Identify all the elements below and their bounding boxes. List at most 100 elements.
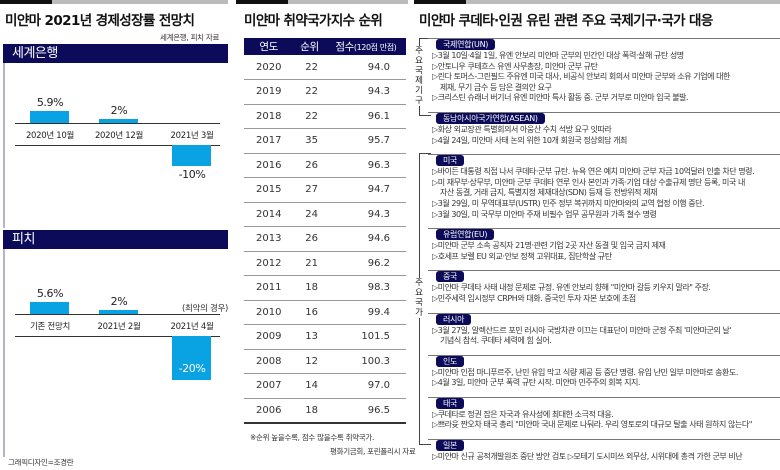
rank-cell: 27 <box>293 177 326 203</box>
response-group: 태국 ▷쿠데타로 정권 잡은 자국과 유사성에 최대한 소극적 대응. ▷쁘라윳 짠… <box>428 391 780 431</box>
value-label: 2% <box>110 103 128 117</box>
value-label: 5.6% <box>36 286 64 300</box>
score-cell: 95.7 <box>325 128 406 154</box>
response-item: ▷쁘라윳 짠오차 태국 총리 "미얀마 국내 문제로 나둬라. 우리 영토로의 … <box>432 420 752 430</box>
value-label: 2% <box>110 294 128 308</box>
category-label: 2021년 2월 <box>97 322 141 332</box>
response-item: ▷미얀마 쿠데타 사태 내정 문제로 규정. 유엔 안보리 향해 "미얀마 갈등… <box>432 283 711 293</box>
group-rule <box>428 111 780 113</box>
bar <box>99 118 138 123</box>
col-score: 점수(120점 만점) <box>325 38 406 55</box>
score-cell: 94.0 <box>325 55 406 80</box>
response-item: ▷민주세력 임시정부 CRPH와 대화. 중국인 투자 자본 보호에 초점 <box>432 293 636 303</box>
col-rank: 순위 <box>293 38 326 55</box>
table-row: 2018 22 96.1 <box>244 104 406 129</box>
group-badge: 러시아 <box>436 313 472 325</box>
response-group: 중국 ▷미얀마 쿠데타 사태 내정 문제로 규정. 유엔 안보리 향해 "미얀마 … <box>428 264 780 304</box>
response-group: 유럽연합(EU) ▷미얀마 군부 소속 공직자 21명·관련 기업 2곳 자산 동… <box>428 222 780 262</box>
response-item: 자산 동결, 거래 금지, 특별지정 제재대상(SDN) 등재 등 전방위적 제… <box>440 188 657 198</box>
rank-cell: 22 <box>293 79 326 105</box>
response-item: ▷바이든 대통령 직접 나서 쿠데타·군부 규탄. 뉴욕 연은 예치 미얀마 군… <box>432 167 755 177</box>
fitch-border <box>3 249 5 457</box>
fragility-table-title: 미얀마 취약국가지수 순위 <box>244 13 383 29</box>
bar <box>30 301 69 314</box>
response-group: 러시아 ▷3월 27일, 알렉산드르 포민 러시아 국방차관 이끄는 대표단이 미… <box>428 307 780 347</box>
category-label: 기존 전망치 <box>29 322 70 332</box>
response-item: ▷호세프 보렐 EU 외교·안보 정책 고위대표, 집단학살 규탄 <box>432 251 612 261</box>
table-row: 2009 13 101.5 <box>244 324 406 350</box>
axis-line <box>15 314 220 315</box>
response-group: 미국 ▷바이든 대통령 직접 나서 쿠데타·군부 규탄. 뉴욕 연은 예치 미얀마… <box>428 148 780 220</box>
fragility-table: 연도 순위 점수(120점 만점) 2020 22 94.0 2019 22 94.3 20… <box>244 38 406 424</box>
group-badge: 태국 <box>436 397 465 409</box>
graphic-credit: 그래픽디자인=조경란 <box>8 458 74 467</box>
table-row: 2016 26 96.3 <box>244 153 406 178</box>
table-row: 2020 22 94.0 <box>244 55 406 80</box>
year-cell: 2011 <box>244 275 294 301</box>
table-source: 평화기금회, 포린폴리시 자료 <box>330 447 416 456</box>
response-item: ▷크리스틴 슈래너 버기너 유엔 미얀마 특사 활동 중. 군부 거부로 미얀마… <box>432 93 689 103</box>
year-cell: 2020 <box>244 55 294 80</box>
score-cell: 97.0 <box>325 373 406 399</box>
score-cell: 94.7 <box>325 177 406 203</box>
rank-cell: 21 <box>293 251 326 276</box>
bar <box>172 336 211 380</box>
group-badge: 동남아시아국가연합(ASEAN) <box>436 112 545 124</box>
value-label: -20% <box>178 362 206 375</box>
response-item: ▷안토니우 쿠테흐스 유엔 사무총장, 미얀마 군부 규탄 <box>432 61 598 71</box>
table-row: 2015 27 94.7 <box>244 177 406 203</box>
response-group: 인도 ▷미얀마 인접 마니푸르주, 난민 유입 막고 식량 제공 등 중단 명령.… <box>428 349 780 389</box>
bar <box>172 145 211 166</box>
category-label: 2021년 3월 <box>170 131 214 141</box>
group-badge: 미국 <box>436 155 465 167</box>
value-label: -10% <box>178 168 206 181</box>
axis-line <box>15 336 220 337</box>
response-item: 기념식 참석. 쿠데타 세력에 힘 실어. <box>440 336 552 346</box>
rank-cell: 12 <box>293 349 326 374</box>
group-badge: 국제연합(UN) <box>436 39 496 50</box>
response-item: ▷3월 10일·4월 1일, 유엔 안보리 미얀마 군부의 민간인 대상 폭력·… <box>432 51 684 60</box>
score-cell: 94.3 <box>325 202 406 227</box>
group-rule <box>428 439 780 441</box>
value-label: 5.9% <box>36 95 64 109</box>
table-row: 2013 26 94.6 <box>244 226 406 252</box>
group-rule <box>428 270 780 272</box>
panel-top-rule <box>414 0 780 4</box>
year-cell: 2018 <box>244 104 294 129</box>
response-group: 동남아시아국가연합(ASEAN) ▷화상 외교장관 특별회의서 아웅산 수치 석방… <box>428 106 780 146</box>
bar <box>99 309 138 314</box>
score-cell: 96.1 <box>325 104 406 129</box>
panel-top-rule <box>236 0 408 4</box>
year-cell: 2012 <box>244 251 294 276</box>
group-rule <box>428 38 780 39</box>
bar <box>30 110 69 123</box>
score-cell: 101.5 <box>325 324 406 350</box>
response-item: ▷4월 3일, 미얀마 군부 폭력 규탄 시작. 미얀마 민주주의 회복 지지. <box>432 378 641 388</box>
table-header-row: 연도 순위 점수(120점 만점) <box>244 38 406 55</box>
group-rule <box>428 154 780 156</box>
growth-chart-title: 미얀마 2021년 경제성장률 전망치 <box>5 13 195 29</box>
table-row: 2012 21 96.2 <box>244 251 406 276</box>
table-row: 2007 14 97.0 <box>244 373 406 399</box>
score-cell: 98.3 <box>325 275 406 301</box>
table-row: 2011 18 98.3 <box>244 275 406 301</box>
group-rule <box>428 312 780 314</box>
category-label: 2021년 4월 <box>170 322 214 332</box>
score-cell: 94.3 <box>325 79 406 105</box>
rank-cell: 26 <box>293 153 326 178</box>
rank-cell: 18 <box>293 398 326 424</box>
worldbank-header: 세계은행 <box>3 44 228 63</box>
year-cell: 2016 <box>244 153 294 178</box>
score-cell: 94.6 <box>325 226 406 252</box>
table-row: 2006 18 96.5 <box>244 398 406 424</box>
rank-cell: 18 <box>293 275 326 301</box>
response-item: 제재, 무기 금수 등 담은 결의안 요구 <box>440 82 552 92</box>
response-item: ▷미 재무부·상무부, 미얀마 군부 쿠데타 연루 인사 본인과 가족·기업 대… <box>432 177 745 187</box>
group-badge: 일본 <box>436 440 465 452</box>
group-badge: 유럽연합(EU) <box>436 229 495 241</box>
axis-line <box>15 145 220 146</box>
score-cell: 96.5 <box>325 398 406 424</box>
year-cell: 2015 <box>244 177 294 203</box>
rank-cell: 16 <box>293 300 326 325</box>
